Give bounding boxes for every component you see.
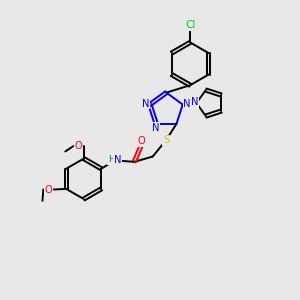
Text: O: O: [74, 140, 82, 151]
Text: O: O: [44, 185, 52, 195]
Text: N: N: [152, 123, 159, 133]
Text: N: N: [191, 98, 199, 107]
Text: H: H: [108, 155, 115, 164]
Text: Cl: Cl: [185, 20, 195, 31]
Text: S: S: [163, 135, 169, 145]
Text: N: N: [142, 99, 149, 109]
Text: N: N: [183, 99, 191, 109]
Text: O: O: [137, 136, 145, 146]
Text: N: N: [114, 155, 122, 165]
